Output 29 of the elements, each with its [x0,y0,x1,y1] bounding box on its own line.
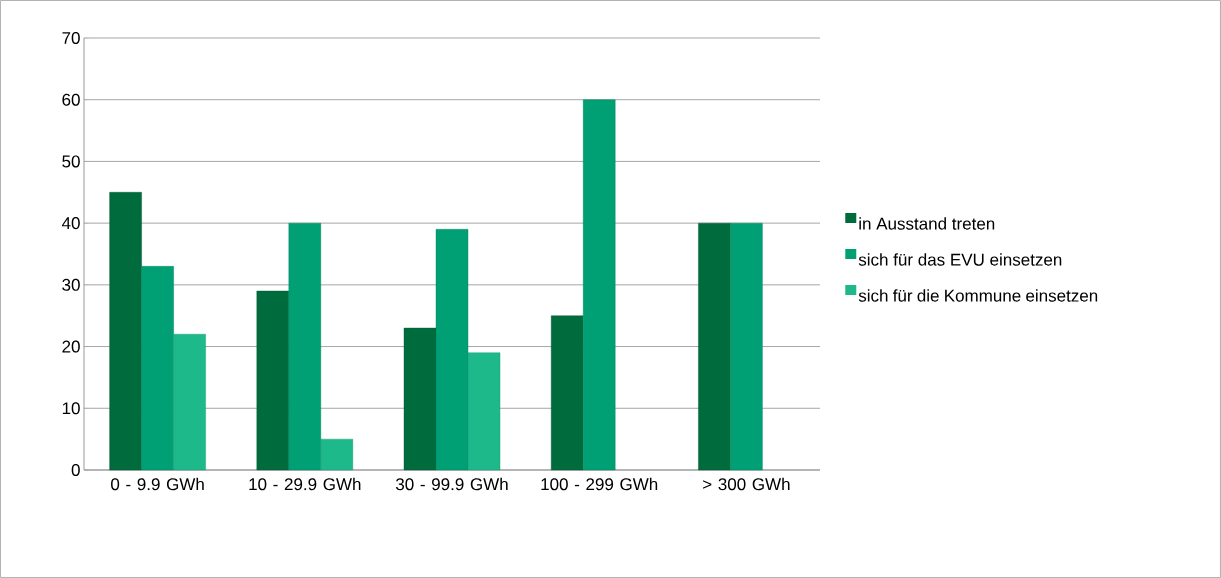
y-tick-label: 20 [62,340,80,353]
bar [698,222,731,471]
bar [583,99,616,471]
bar [467,352,501,471]
x-tick-label: 0 - 9.9 GWh [111,477,204,491]
y-tick-label: 30 [62,278,80,291]
bar [141,266,174,471]
bar [403,327,437,471]
y-tick-label: 0 [71,463,80,477]
y-tick-label: 40 [61,217,80,230]
legend-label: sich für die Kommune einsetzen [858,289,1098,302]
x-tick-label: > 300 GWh [703,477,790,491]
x-tick-label: 30 - 99.9 GWh [395,477,508,491]
bar [320,438,354,471]
legend-label: in Ausstand treten [859,217,995,230]
y-tick-label: 70 [62,31,80,45]
y-tick-label: 10 [62,402,80,415]
bar [730,222,763,471]
bar [551,315,584,471]
bar [435,229,469,471]
bar [288,222,322,471]
bar [173,334,206,471]
legend-label: sich für das EVU einsetzen [858,253,1062,266]
x-tick-label: 10 - 29.9 GWh [249,477,361,491]
y-tick-label: 50 [62,155,80,168]
x-tick-label: 100 - 299 GWh [541,477,658,491]
bar [109,192,142,471]
bar [256,290,290,471]
y-tick-label: 60 [62,93,80,106]
